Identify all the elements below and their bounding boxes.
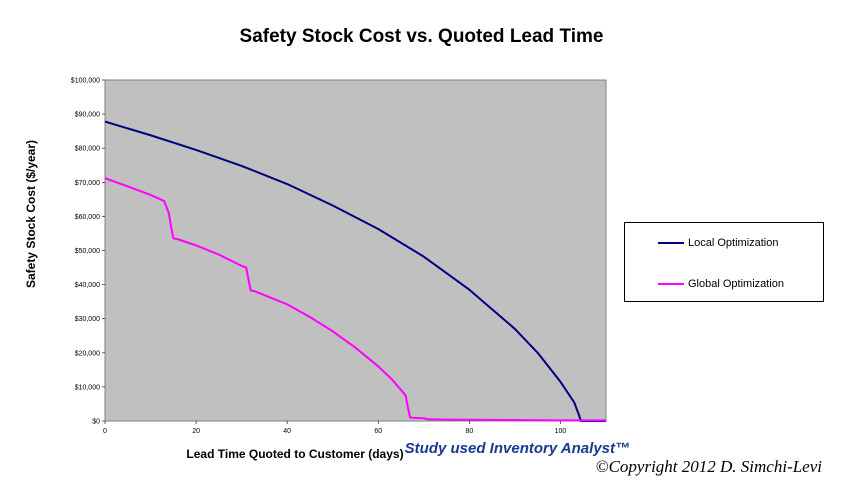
- copyright-text: ©Copyright 2012 D. Simchi-Levi: [595, 457, 822, 476]
- y-tick-label: $40,000: [75, 282, 100, 289]
- y-axis-ticks: $0 $10,000 $20,000 $30,000 $40,000 $50,000 $60…: [71, 78, 105, 426]
- legend-swatch-local: [658, 242, 684, 244]
- x-tick-label: 80: [465, 428, 473, 435]
- x-tick-label: 0: [103, 428, 107, 435]
- x-tick-label: 40: [283, 428, 291, 435]
- plot-area: [104, 79, 607, 422]
- y-tick-label: $50,000: [75, 248, 100, 255]
- x-axis-ticks: 0 20 40 60 80 100: [103, 421, 566, 435]
- y-axis-label: Safety Stock Cost ($/year): [24, 139, 38, 289]
- series-lines: [104, 120, 606, 422]
- legend-item-global: Global Optimization: [625, 277, 784, 291]
- y-tick-label: $100,000: [71, 78, 100, 85]
- series-line-global-optimization: [104, 177, 606, 422]
- x-tick-label: 20: [192, 428, 200, 435]
- y-tick-label: $20,000: [75, 350, 100, 357]
- y-tick-label: $10,000: [75, 384, 100, 391]
- x-tick-label: 60: [374, 428, 382, 435]
- y-tick-label: $70,000: [75, 180, 100, 187]
- legend-swatch-global: [658, 283, 684, 285]
- y-tick-label: $0: [92, 419, 100, 426]
- y-tick-label: $90,000: [75, 112, 100, 119]
- x-tick-label: 100: [555, 428, 567, 435]
- legend-label-global: Global Optimization: [688, 278, 784, 290]
- footer-note: Study used Inventory Analyst™: [404, 440, 630, 457]
- legend-item-local: Local Optimization: [625, 236, 779, 250]
- series-line-local-optimization: [104, 120, 606, 422]
- y-tick-label: $60,000: [75, 214, 100, 221]
- y-tick-label: $80,000: [75, 146, 100, 153]
- y-tick-label: $30,000: [75, 316, 100, 323]
- legend-label-local: Local Optimization: [688, 237, 779, 249]
- x-axis-label: Lead Time Quoted to Customer (days): [186, 447, 404, 461]
- chart-title: Safety Stock Cost vs. Quoted Lead Time: [239, 26, 604, 47]
- legend: Local Optimization Global Optimization: [624, 222, 824, 302]
